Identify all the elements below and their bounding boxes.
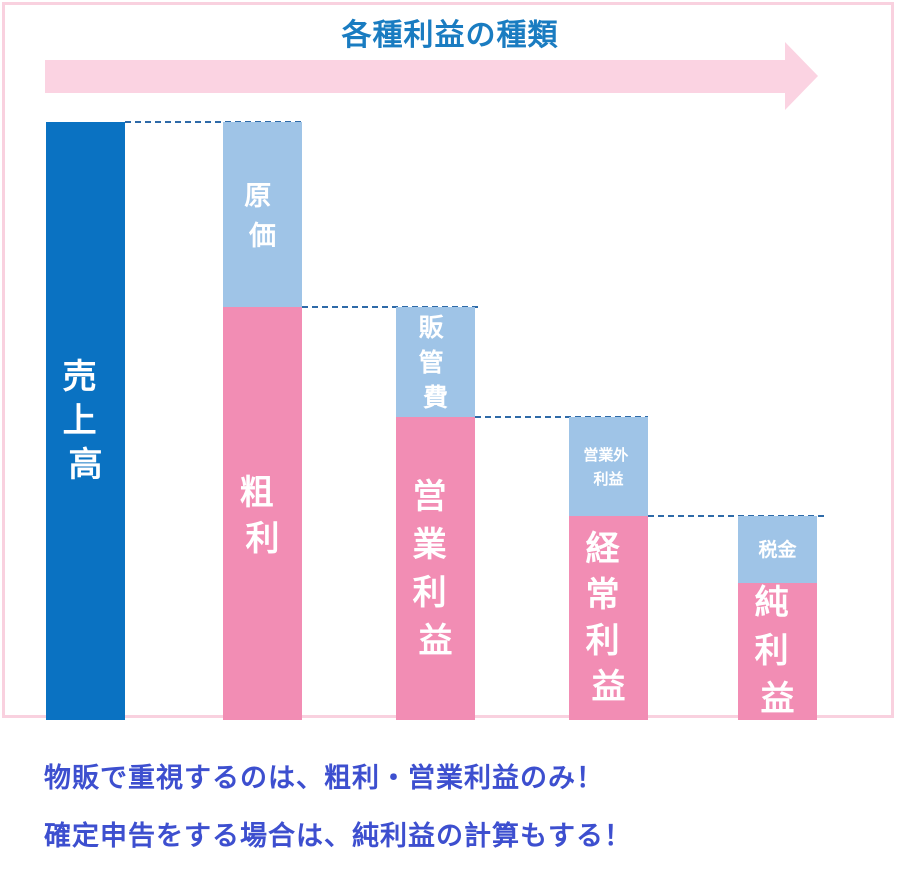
sga-expense-bar bbox=[396, 307, 475, 417]
sales-bar bbox=[46, 122, 125, 720]
ordinary-profit-label: 経 常 利 益 bbox=[586, 529, 632, 707]
sales-label: 売 上 高 bbox=[63, 357, 109, 485]
tax-bar bbox=[738, 516, 817, 583]
operating-profit-bar bbox=[396, 417, 475, 720]
net-profit-label: 純 利 益 bbox=[755, 583, 801, 719]
flow-arrow-icon bbox=[45, 42, 818, 110]
sga-expense-label: 販 管 費 bbox=[419, 313, 453, 412]
operating-profit-label: 営 業 利 益 bbox=[413, 477, 459, 661]
diagram-title: 各種利益の種類 bbox=[341, 18, 559, 53]
non-operating-income-bar bbox=[569, 417, 648, 516]
gross-profit-label: 粗 利 bbox=[240, 473, 286, 559]
note-net-profit: 確定申告をする場合は、純利益の計算もする！ bbox=[44, 821, 632, 852]
gross-profit-bar bbox=[223, 307, 302, 720]
tax-label: 税金 bbox=[758, 538, 797, 561]
non-operating-income-label: 営業外 利益 bbox=[583, 446, 633, 488]
cost-of-goods-label: 原 価 bbox=[244, 181, 280, 252]
net-profit-bar bbox=[738, 583, 817, 720]
ordinary-profit-bar bbox=[569, 516, 648, 720]
cost-of-goods-bar bbox=[223, 122, 302, 307]
note-gross-operating: 物販で重視するのは、粗利・営業利益のみ！ bbox=[44, 763, 604, 794]
